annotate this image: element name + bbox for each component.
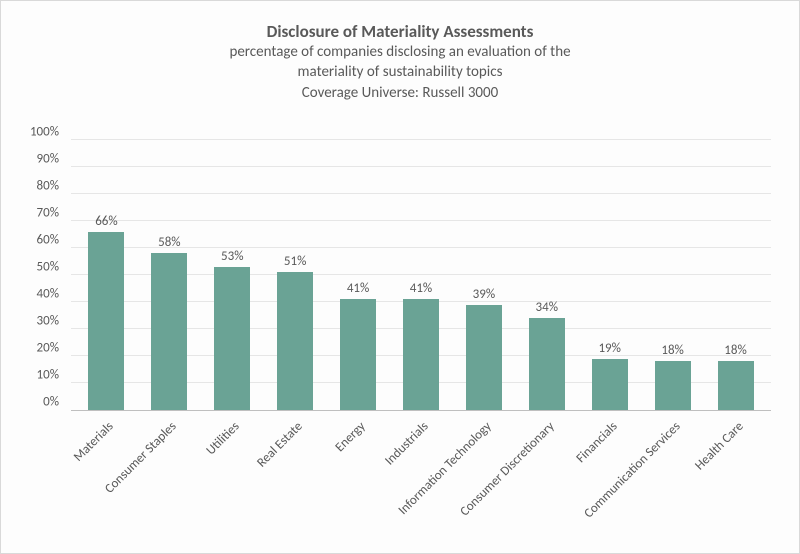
bar-label: 58% xyxy=(158,235,180,250)
bar-label: 41% xyxy=(410,281,432,296)
y-tick-label: 40% xyxy=(37,287,59,302)
bar-slot: 34% xyxy=(515,141,578,410)
x-tick-slot: Real Estate xyxy=(264,411,327,551)
bar-energy: 41% xyxy=(340,299,376,410)
x-tick-label: Industrials xyxy=(382,419,431,468)
bar-label: 66% xyxy=(95,214,117,229)
y-tick-label: 0% xyxy=(43,395,59,410)
bars-group: 66% 58% 53% 51% 41% 41% 39% 34% 19% 18% … xyxy=(71,141,771,410)
y-tick-label: 100% xyxy=(30,125,59,140)
y-tick-label: 70% xyxy=(37,206,59,221)
bar-utilities: 53% xyxy=(214,267,250,410)
bar-label: 19% xyxy=(598,341,620,356)
y-tick-label: 50% xyxy=(37,260,59,275)
bar-slot: 51% xyxy=(264,141,327,410)
y-tick-label: 80% xyxy=(37,179,59,194)
bar-label: 53% xyxy=(221,249,243,264)
bar-slot: 41% xyxy=(327,141,390,410)
y-tick-label: 60% xyxy=(37,233,59,248)
bar-communication-services: 18% xyxy=(655,361,691,410)
x-tick-slot: Health Care xyxy=(704,411,767,551)
x-tick-slot: Energy xyxy=(327,411,390,551)
x-tick-label: Utilities xyxy=(204,419,243,458)
bar-consumer-staples: 58% xyxy=(151,253,187,410)
bar-financials: 19% xyxy=(592,359,628,410)
bar-label: 18% xyxy=(661,343,683,358)
bar-slot: 18% xyxy=(641,141,704,410)
bar-label: 18% xyxy=(724,343,746,358)
bar-label: 51% xyxy=(284,254,306,269)
x-tick-slot: Consumer Staples xyxy=(138,411,201,551)
gridline xyxy=(71,139,771,140)
bar-consumer-discretionary: 34% xyxy=(529,318,565,410)
chart-title: Disclosure of Materiality Assessments xyxy=(31,21,769,42)
bar-label: 39% xyxy=(473,287,495,302)
x-tick-slot: Utilities xyxy=(201,411,264,551)
bar-health-care: 18% xyxy=(718,361,754,410)
bar-slot: 41% xyxy=(390,141,453,410)
y-tick-label: 20% xyxy=(37,341,59,356)
bar-information-technology: 39% xyxy=(466,305,502,410)
y-tick-label: 90% xyxy=(37,152,59,167)
plot-area: 66% 58% 53% 51% 41% 41% 39% 34% 19% 18% … xyxy=(71,141,771,411)
x-tick-label: Financials xyxy=(573,419,620,466)
x-tick-label: Energy xyxy=(333,419,369,455)
bar-slot: 53% xyxy=(201,141,264,410)
x-tick-slot: Consumer Discretionary xyxy=(515,411,578,551)
bar-materials: 66% xyxy=(88,232,124,410)
bar-slot: 58% xyxy=(138,141,201,410)
bar-label: 34% xyxy=(536,300,558,315)
bar-real-estate: 51% xyxy=(277,272,313,410)
x-tick-label: Materials xyxy=(71,419,117,465)
chart-subtitle-line3: Coverage Universe: Russell 3000 xyxy=(31,83,769,103)
title-block: Disclosure of Materiality Assessments pe… xyxy=(31,21,769,103)
bar-industrials: 41% xyxy=(403,299,439,410)
y-axis: 0% 10% 20% 30% 40% 50% 60% 70% 80% 90% 1… xyxy=(1,141,67,411)
chart-subtitle-line2: materiality of sustainability topics xyxy=(31,62,769,82)
bar-slot: 66% xyxy=(75,141,138,410)
bar-slot: 19% xyxy=(578,141,641,410)
bar-slot: 18% xyxy=(704,141,767,410)
x-axis: Materials Consumer Staples Utilities Rea… xyxy=(71,411,771,551)
y-tick-label: 30% xyxy=(37,314,59,329)
chart-container: Disclosure of Materiality Assessments pe… xyxy=(0,0,800,554)
chart-subtitle-line1: percentage of companies disclosing an ev… xyxy=(31,42,769,62)
bar-slot: 39% xyxy=(452,141,515,410)
bar-label: 41% xyxy=(347,281,369,296)
x-tick-slot: Communication Services xyxy=(641,411,704,551)
y-tick-label: 10% xyxy=(37,368,59,383)
